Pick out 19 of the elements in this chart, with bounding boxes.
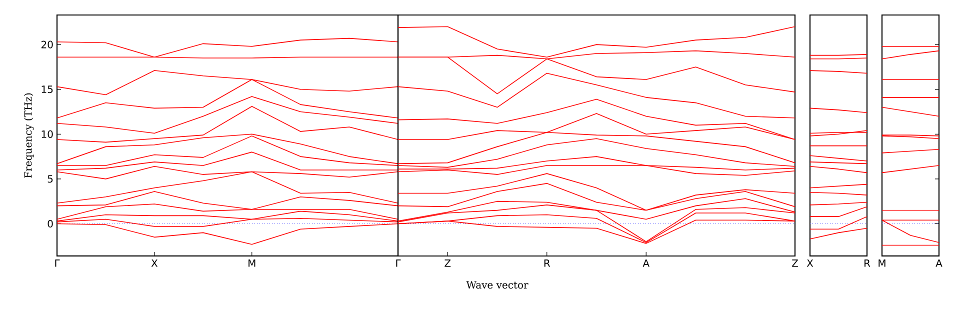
x-tick-label: A bbox=[936, 260, 942, 267]
x-tick-label: X bbox=[151, 260, 158, 267]
x-tick-label: R bbox=[864, 260, 870, 267]
y-axis-title: Frequency (THz) bbox=[24, 93, 34, 178]
x-tick-label: Z bbox=[444, 260, 451, 267]
y-tick-label: 0 bbox=[48, 220, 53, 228]
x-tick-label: X bbox=[806, 260, 814, 267]
x-tick-label: Z bbox=[792, 260, 798, 267]
x-tick-label: A bbox=[642, 260, 650, 267]
y-tick-label: 10 bbox=[42, 130, 53, 138]
x-tick-label: M bbox=[248, 260, 256, 267]
x-tick-label: M bbox=[878, 260, 886, 267]
x-tick-label: Γ bbox=[396, 260, 401, 267]
y-tick-label: 20 bbox=[41, 40, 53, 48]
x-axis-title: Wave vector bbox=[466, 281, 528, 289]
y-tick-label: 5 bbox=[48, 175, 53, 183]
x-tick-label: Γ bbox=[55, 260, 60, 267]
y-tick-label: 15 bbox=[42, 86, 53, 94]
x-tick-label: R bbox=[544, 260, 550, 267]
